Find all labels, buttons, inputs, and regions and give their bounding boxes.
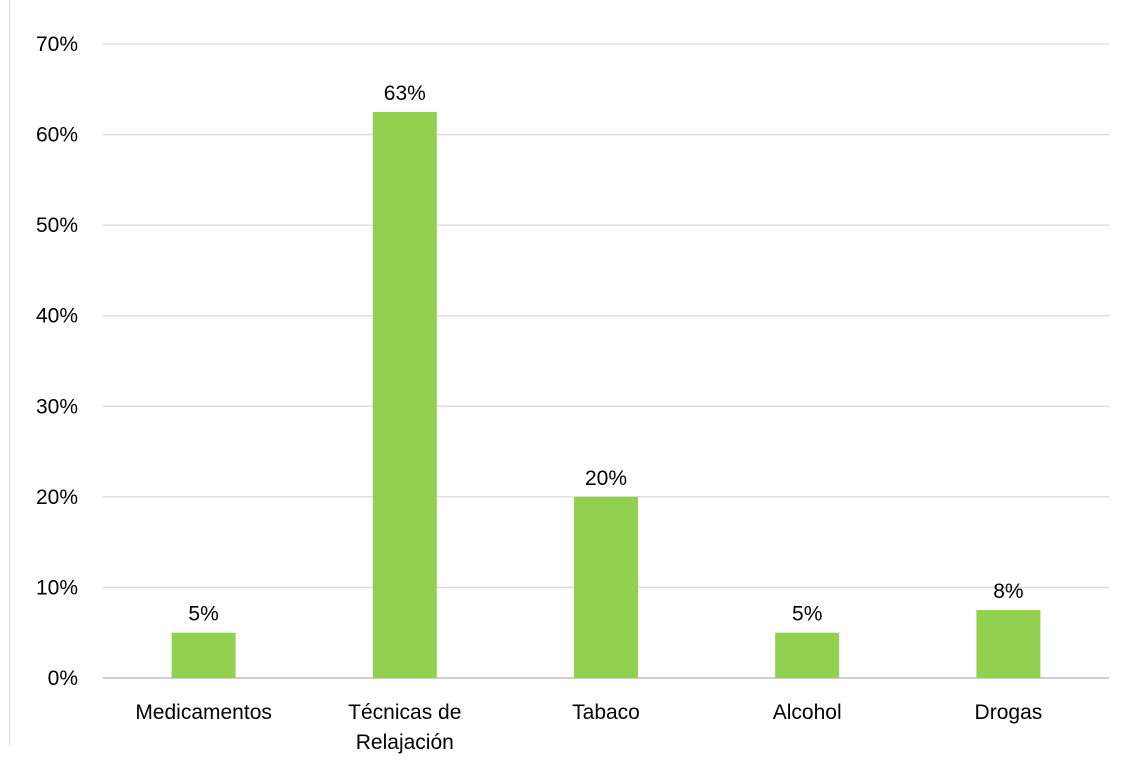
data-label: 5% [792,603,822,626]
data-label: 5% [188,603,218,626]
x-category-label: Técnicas de [348,701,461,724]
x-category-label: Tabaco [572,701,640,724]
data-label: 20% [585,467,627,490]
data-label: 8% [993,580,1023,603]
y-tick-label: 70% [36,33,78,56]
bar-3 [775,632,840,678]
y-tick-label: 50% [36,214,78,237]
bar-2 [574,496,638,678]
data-label: 63% [384,82,426,105]
y-tick-label: 60% [36,124,78,147]
x-category-label: Medicamentos [135,701,272,724]
y-tick-label: 20% [36,486,78,509]
x-category-label: Alcohol [773,701,842,724]
x-category-label: Drogas [975,701,1043,724]
y-tick-label: 30% [36,395,78,418]
bar-4 [976,610,1041,678]
y-tick-label: 10% [36,576,78,599]
left-border-line [9,0,10,745]
y-tick-label: 0% [48,667,78,690]
bar-1 [372,111,437,678]
bar-0 [171,632,236,678]
y-tick-label: 40% [36,305,78,328]
x-category-label: Relajación [356,731,454,754]
